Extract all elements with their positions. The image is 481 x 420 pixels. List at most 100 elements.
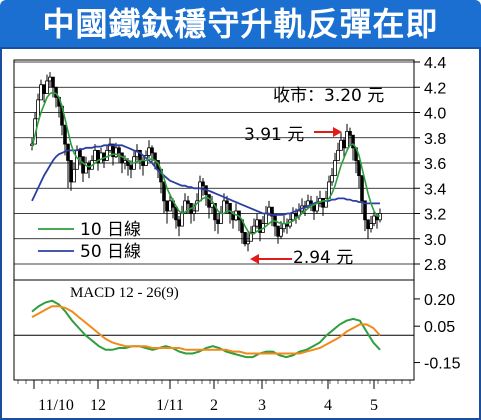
candle-body xyxy=(363,200,367,221)
macd-label: MACD 12 - 26(9) xyxy=(70,285,179,301)
candle-body xyxy=(192,210,196,214)
price-tick-label: 3.2 xyxy=(424,207,446,224)
candle-body xyxy=(291,213,295,221)
candle-body xyxy=(72,168,76,183)
candle-body xyxy=(177,219,181,227)
candle-body xyxy=(123,160,127,164)
x-tick-label: 12 xyxy=(90,397,106,414)
price-tick-label: 3.8 xyxy=(424,131,446,148)
candle-body xyxy=(279,228,283,237)
candle-body xyxy=(66,143,70,161)
low-annotation: 2.94 元 xyxy=(293,248,353,268)
x-tick-label: 1/11 xyxy=(156,397,184,414)
macd-signal-line xyxy=(31,305,381,355)
candle-body xyxy=(75,149,79,170)
legend-ma50-label: 50 日線 xyxy=(80,242,141,262)
price-tick-label: 2.8 xyxy=(424,257,446,274)
candle-body xyxy=(366,219,370,230)
candle-body xyxy=(255,219,259,227)
candle-body xyxy=(249,232,253,242)
candle-body xyxy=(264,213,268,224)
candle-body xyxy=(360,175,364,202)
x-tick-label: 2 xyxy=(210,397,218,414)
price-grid xyxy=(14,61,414,265)
macd-tick-label: 0.20 xyxy=(424,292,455,309)
legend-ma10-label: 10 日線 xyxy=(80,220,141,240)
candle-body xyxy=(216,219,220,224)
candle-body xyxy=(81,156,85,174)
candle-body xyxy=(219,213,223,224)
candle-body xyxy=(183,200,187,214)
close-annotation: 收市：3.20 元 xyxy=(273,86,384,106)
macd-line xyxy=(31,299,381,359)
candle-body xyxy=(222,200,226,214)
macd-tick-label: 0.05 xyxy=(424,319,455,336)
candle-body xyxy=(162,181,166,202)
x-tick-label: 4 xyxy=(324,397,332,414)
x-axis: 11/10 12 1/11 2 3 4 5 xyxy=(17,380,411,414)
macd-y-axis: 0.20 0.05 -0.15 xyxy=(414,292,461,373)
candle-body xyxy=(180,213,184,227)
candle-body xyxy=(345,131,349,149)
candle-body xyxy=(372,215,376,224)
price-tick-label: 3.4 xyxy=(424,181,446,198)
high-annotation: 3.91 元 xyxy=(244,125,304,145)
candle-body xyxy=(117,147,121,154)
title-bar: 中國鐵鈦穩守升軌反彈在即 xyxy=(0,0,481,48)
price-tick-label: 4.2 xyxy=(424,80,446,97)
chart-title: 中國鐵鈦穩守升軌反彈在即 xyxy=(42,5,439,43)
candle-body xyxy=(78,149,82,158)
candle-body xyxy=(201,181,205,187)
outer-frame xyxy=(0,47,481,420)
x-tick-label: 5 xyxy=(370,397,378,414)
candle-body xyxy=(186,200,190,204)
candle-body xyxy=(45,80,49,94)
candle-body xyxy=(306,200,310,208)
candle-body xyxy=(228,202,232,214)
candle-body xyxy=(267,206,271,214)
price-tick-label: 4.0 xyxy=(424,106,446,123)
candle-body xyxy=(150,147,154,154)
price-tick-label: 3.6 xyxy=(424,156,446,173)
price-tick-label: 4.4 xyxy=(424,55,446,72)
candle-body xyxy=(369,223,373,230)
candle-body xyxy=(294,213,298,217)
candle-body xyxy=(336,149,340,161)
candle-body xyxy=(36,99,40,120)
low-arrow xyxy=(250,254,292,264)
ma10-line xyxy=(31,91,380,235)
candle-body xyxy=(69,160,73,183)
candle-body xyxy=(243,232,247,245)
candle-body xyxy=(333,160,337,177)
candle-body xyxy=(168,200,172,212)
price-y-axis: 4.4 4.2 4.0 3.8 3.6 3.4 3.2 3.0 2.8 xyxy=(414,55,446,274)
candle-body xyxy=(351,134,355,149)
high-arrow xyxy=(314,127,342,137)
candle-body xyxy=(270,206,274,217)
candle-body xyxy=(213,202,217,221)
candle-body xyxy=(225,200,229,204)
candle-body xyxy=(348,131,352,136)
candle-body xyxy=(330,175,334,183)
candle-body xyxy=(63,124,67,145)
candle-body xyxy=(39,84,43,101)
candle-body xyxy=(342,139,346,149)
candle-body xyxy=(42,84,46,94)
x-tick-label: 3 xyxy=(258,397,266,414)
candle-body xyxy=(324,197,328,208)
candle-body xyxy=(357,160,361,177)
candle-body xyxy=(165,200,169,212)
price-tick-label: 3.0 xyxy=(424,232,446,249)
candle-body xyxy=(246,240,250,245)
macd-lines xyxy=(31,299,381,359)
candle-body xyxy=(309,200,313,204)
candle-body xyxy=(51,76,55,88)
legend: 10 日線 50 日線 xyxy=(38,220,141,262)
candle-body xyxy=(207,194,211,208)
candle-body xyxy=(93,149,97,161)
candle-body xyxy=(147,147,151,156)
candle-body xyxy=(321,197,325,208)
candle-body xyxy=(198,181,202,202)
candle-body xyxy=(48,76,52,82)
